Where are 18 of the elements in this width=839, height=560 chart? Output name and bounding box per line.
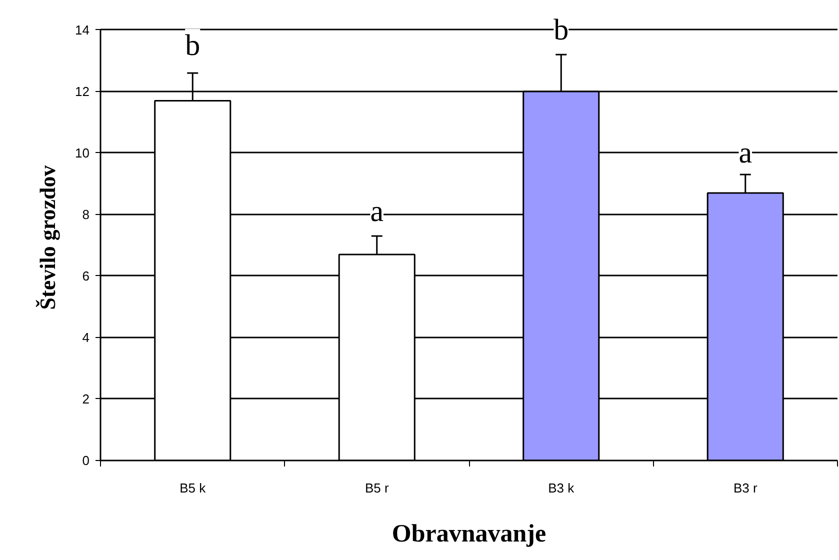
annotation: a: [738, 136, 752, 170]
annotation: b: [554, 14, 569, 46]
y-tick-label: 12: [75, 84, 90, 99]
y-tick-label: 6: [82, 268, 90, 284]
y-tick-label: 0: [82, 453, 90, 468]
y-tick-label: 8: [82, 207, 90, 222]
annotation: a: [370, 194, 384, 228]
x-tick-label: B5 k: [180, 480, 206, 496]
x-tick-label: B5 r: [364, 480, 390, 496]
x-axis-title: Obravnavanje: [392, 520, 546, 548]
annotation: b: [185, 28, 200, 62]
y-tick-label: 10: [75, 146, 90, 160]
x-tick-label: B3 r: [733, 480, 758, 496]
y-tick-label: 14: [75, 22, 90, 38]
y-tick-label: 4: [82, 330, 90, 345]
x-tick-label: B3 k: [548, 480, 575, 496]
y-tick-label: 2: [82, 392, 90, 406]
y-axis-title: Število grozdov: [35, 165, 60, 310]
